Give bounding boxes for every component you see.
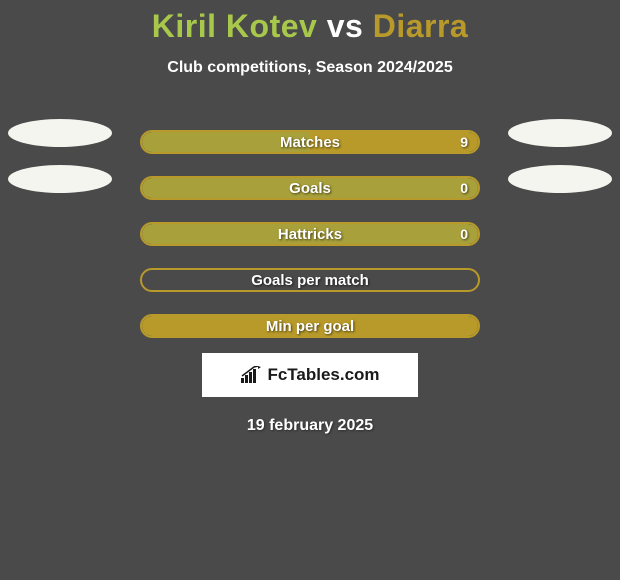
bar-chart-icon: [240, 366, 262, 384]
stat-row-goals: Goals 0: [0, 165, 620, 211]
stat-label: Goals: [142, 180, 478, 197]
logo-inner: FcTables.com: [240, 365, 379, 385]
player1-name: Kiril Kotev: [152, 8, 318, 44]
logo-text: FcTables.com: [267, 365, 379, 385]
stat-value-right: 0: [460, 180, 468, 196]
page-title: Kiril Kotev vs Diarra: [0, 8, 620, 45]
stat-rows: Matches 9 Goals 0 Hattricks 0: [0, 119, 620, 349]
stat-row-goals-per-match: Goals per match: [0, 257, 620, 303]
stat-bar: Goals per match: [140, 268, 480, 292]
stat-bar: Goals 0: [140, 176, 480, 200]
stat-value-right: 9: [460, 134, 468, 150]
stat-bar: Matches 9: [140, 130, 480, 154]
stat-row-matches: Matches 9: [0, 119, 620, 165]
ellipse-right-icon: [508, 165, 612, 193]
stat-label: Goals per match: [142, 272, 478, 289]
stat-row-hattricks: Hattricks 0: [0, 211, 620, 257]
date-text: 19 february 2025: [0, 417, 620, 435]
ellipse-left-icon: [8, 165, 112, 193]
stat-label: Min per goal: [142, 318, 478, 335]
comparison-card: Kiril Kotev vs Diarra Club competitions,…: [0, 0, 620, 435]
subtitle: Club competitions, Season 2024/2025: [0, 59, 620, 77]
vs-text: vs: [327, 8, 364, 44]
ellipse-right-icon: [508, 119, 612, 147]
stat-bar: Min per goal: [140, 314, 480, 338]
stat-bar: Hattricks 0: [140, 222, 480, 246]
stat-label: Hattricks: [142, 226, 478, 243]
stat-value-right: 0: [460, 226, 468, 242]
player2-name: Diarra: [373, 8, 469, 44]
logo-box[interactable]: FcTables.com: [202, 353, 418, 397]
stat-label: Matches: [142, 134, 478, 151]
stat-row-min-per-goal: Min per goal: [0, 303, 620, 349]
ellipse-left-icon: [8, 119, 112, 147]
